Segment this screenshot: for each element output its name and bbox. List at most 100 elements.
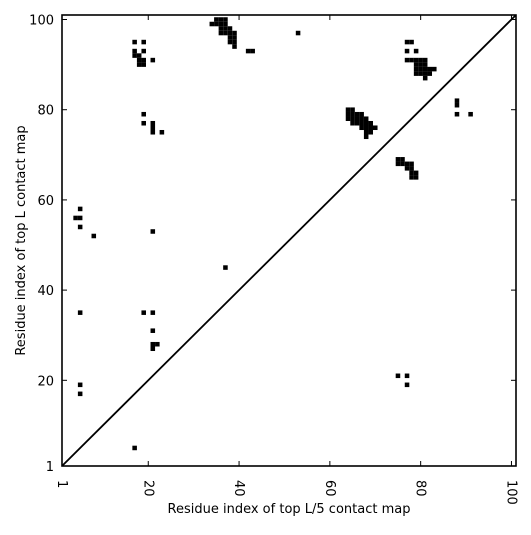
contact-point bbox=[395, 161, 401, 167]
contact-point bbox=[359, 120, 364, 126]
contact-point bbox=[345, 116, 351, 121]
contact-point bbox=[404, 48, 410, 54]
contact-point bbox=[227, 39, 233, 45]
contact-point bbox=[223, 26, 228, 31]
contact-point bbox=[350, 111, 355, 117]
contact-point bbox=[73, 215, 78, 221]
contact-point bbox=[350, 116, 355, 121]
contact-point bbox=[132, 39, 137, 45]
y-tick-label: 20 bbox=[37, 374, 54, 389]
contact-point bbox=[345, 107, 351, 112]
contact-point bbox=[77, 206, 83, 212]
contact-point bbox=[413, 62, 419, 67]
contact-point bbox=[150, 341, 156, 347]
contact-point bbox=[404, 161, 410, 167]
contact-point bbox=[345, 111, 351, 117]
contact-point bbox=[218, 17, 224, 22]
contact-point bbox=[409, 39, 414, 45]
contact-point bbox=[418, 66, 423, 72]
contact-point bbox=[454, 111, 460, 117]
plot-frame bbox=[61, 14, 517, 467]
contact-point bbox=[77, 391, 83, 397]
contact-point bbox=[468, 111, 473, 117]
contact-point bbox=[232, 30, 237, 36]
contact-point bbox=[218, 26, 224, 31]
contact-point bbox=[372, 125, 378, 131]
contact-point bbox=[400, 161, 405, 167]
contact-point bbox=[354, 111, 360, 117]
contact-point bbox=[218, 21, 224, 27]
contact-point bbox=[409, 161, 414, 167]
contact-point bbox=[350, 120, 355, 126]
contact-point bbox=[227, 26, 233, 31]
contact-point bbox=[155, 341, 160, 347]
contact-point bbox=[413, 66, 419, 72]
contact-point bbox=[400, 157, 405, 162]
x-tick-label: 80 bbox=[413, 480, 428, 497]
contact-point bbox=[404, 382, 410, 388]
contact-point bbox=[227, 30, 233, 36]
contact-point bbox=[136, 62, 142, 67]
contact-point bbox=[77, 310, 83, 315]
y-tick-label: 40 bbox=[37, 284, 54, 299]
contact-point bbox=[159, 129, 165, 135]
contact-point bbox=[368, 129, 373, 135]
contact-point bbox=[413, 57, 419, 63]
contact-point bbox=[223, 21, 228, 27]
contact-point bbox=[413, 170, 419, 176]
contact-point bbox=[232, 39, 237, 45]
contact-point bbox=[141, 120, 146, 126]
contact-point bbox=[418, 57, 423, 63]
contact-point bbox=[413, 71, 419, 76]
contact-point bbox=[150, 328, 156, 333]
contact-point bbox=[141, 111, 146, 117]
contact-point bbox=[413, 175, 419, 180]
contact-point bbox=[363, 116, 369, 121]
contact-point bbox=[223, 17, 228, 22]
contact-point bbox=[136, 57, 142, 63]
contact-point bbox=[432, 66, 437, 72]
contact-point bbox=[409, 57, 414, 63]
contact-point bbox=[232, 35, 237, 40]
contact-point bbox=[454, 98, 460, 103]
y-axis-title: Residue index of top L contact map bbox=[14, 125, 29, 355]
contact-point bbox=[409, 175, 414, 180]
contact-point bbox=[359, 125, 364, 131]
x-axis-title: Residue index of top L/5 contact map bbox=[168, 502, 411, 517]
contact-point bbox=[363, 134, 369, 140]
contact-point bbox=[77, 382, 83, 388]
contact-point bbox=[150, 310, 156, 315]
contact-point bbox=[132, 53, 137, 58]
contact-point bbox=[223, 265, 228, 270]
contact-point bbox=[77, 215, 83, 221]
contact-point bbox=[404, 57, 410, 63]
contact-point bbox=[368, 120, 373, 126]
contact-point bbox=[150, 125, 156, 131]
contact-point bbox=[422, 62, 428, 67]
x-tick-label: 60 bbox=[322, 480, 337, 497]
contact-point bbox=[232, 44, 237, 49]
contact-point bbox=[395, 157, 401, 162]
contact-point bbox=[368, 125, 373, 131]
contact-point bbox=[359, 116, 364, 121]
contact-point bbox=[354, 116, 360, 121]
contact-point bbox=[413, 48, 419, 54]
contact-point bbox=[418, 62, 423, 67]
contact-point bbox=[209, 21, 215, 27]
contact-point bbox=[77, 224, 83, 230]
contact-point bbox=[245, 48, 251, 54]
contact-point bbox=[150, 229, 156, 234]
contact-point bbox=[363, 129, 369, 135]
contact-point bbox=[132, 445, 137, 451]
y-tick-label: 1 bbox=[46, 460, 54, 475]
y-tick-label: 60 bbox=[37, 194, 54, 209]
contact-point bbox=[354, 120, 360, 126]
y-tick-label: 100 bbox=[29, 14, 54, 29]
x-tick-label: 20 bbox=[140, 480, 155, 497]
contact-point bbox=[150, 346, 156, 352]
contact-point bbox=[223, 30, 228, 36]
x-tick-label: 1 bbox=[54, 480, 69, 488]
contact-point bbox=[418, 71, 423, 76]
x-tick-label: 40 bbox=[231, 480, 246, 497]
